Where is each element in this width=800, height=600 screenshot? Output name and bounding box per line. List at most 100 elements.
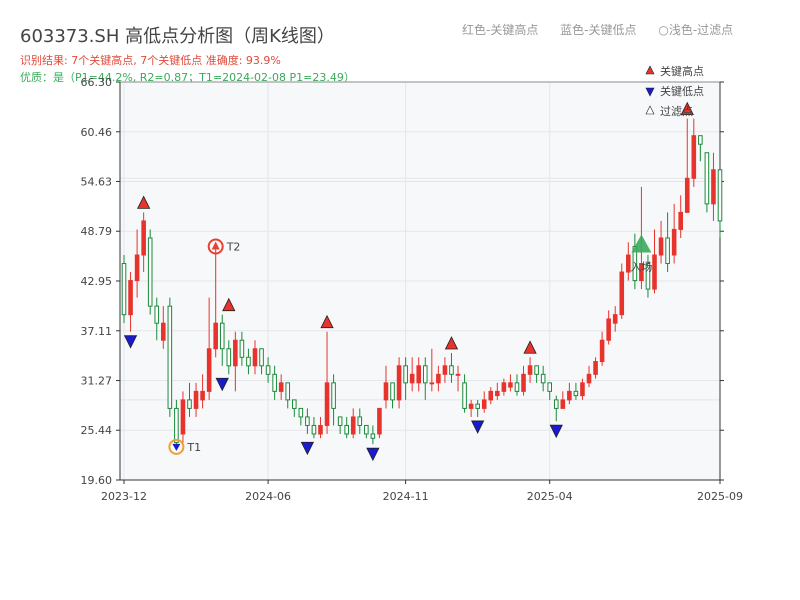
y-tick-label: 25.44 bbox=[81, 424, 113, 437]
x-tick-label: 2024-06 bbox=[245, 490, 291, 503]
candle-body bbox=[206, 348, 212, 392]
candle-body bbox=[239, 339, 245, 358]
candle-body bbox=[449, 365, 454, 375]
legend-label: 关键高点 bbox=[660, 64, 704, 78]
chart-title: 603373.SH 高低点分析图（周K线图） bbox=[20, 26, 335, 47]
t1-low-marker bbox=[172, 443, 181, 451]
candle-body bbox=[167, 305, 173, 409]
candle-body bbox=[573, 390, 579, 397]
candle-body bbox=[409, 373, 415, 384]
t1-circle bbox=[168, 438, 185, 455]
candle-body bbox=[193, 390, 199, 409]
candle-body bbox=[475, 403, 480, 409]
key-low-marker bbox=[123, 335, 138, 349]
entry-label: 入场 bbox=[630, 259, 652, 273]
candle-body bbox=[652, 254, 657, 290]
result-line: 识别结果: 7个关键高点, 7个关键低点 准确度: 93.9% bbox=[20, 54, 281, 67]
key-high-marker bbox=[320, 314, 334, 329]
x-tick-label: 2025-04 bbox=[527, 490, 573, 503]
candle-body bbox=[291, 399, 297, 409]
candle-body bbox=[645, 263, 651, 290]
top-legend: 红色-关键高点 蓝色-关键低点 ○浅色-过滤点 bbox=[462, 21, 769, 38]
candle-body bbox=[698, 135, 703, 145]
candle-body bbox=[593, 361, 598, 375]
candle-body bbox=[442, 365, 448, 375]
candle-body bbox=[174, 407, 179, 444]
candle-body bbox=[147, 237, 153, 307]
candle-body bbox=[350, 416, 356, 435]
key-low-marker bbox=[300, 441, 315, 456]
candle-body bbox=[658, 237, 664, 256]
candle-body bbox=[134, 254, 140, 282]
candle-body bbox=[154, 305, 160, 324]
candle-body bbox=[495, 390, 500, 397]
candle-body bbox=[265, 365, 271, 375]
x-tick-label: 2025-09 bbox=[697, 490, 743, 503]
candle-body bbox=[383, 382, 389, 401]
legend-high-icon bbox=[645, 65, 655, 75]
candle-body bbox=[436, 373, 441, 384]
candle-body bbox=[527, 365, 533, 375]
candle-body bbox=[639, 263, 644, 282]
candle-body bbox=[272, 373, 277, 392]
candle-body bbox=[219, 322, 225, 350]
key-high-marker bbox=[222, 297, 236, 312]
candle-body bbox=[344, 424, 349, 435]
candle-body bbox=[318, 424, 323, 435]
candle-body bbox=[481, 399, 487, 409]
y-tick-label: 31.27 bbox=[81, 375, 113, 388]
candle-body bbox=[580, 382, 585, 397]
candle-body bbox=[429, 382, 435, 385]
candle-body bbox=[141, 220, 146, 256]
candle-body bbox=[285, 382, 291, 401]
candle-body bbox=[488, 390, 494, 401]
legend-blue-low: 蓝色-关键低点 bbox=[560, 23, 637, 37]
y-tick-label: 37.11 bbox=[81, 325, 113, 338]
candle-body bbox=[567, 390, 572, 401]
candle-body bbox=[259, 348, 264, 367]
candle-body bbox=[501, 382, 507, 392]
candle-body bbox=[704, 152, 710, 205]
candle-body bbox=[128, 280, 133, 316]
key-low-marker bbox=[471, 420, 485, 434]
candle-body bbox=[711, 169, 716, 205]
candle-body bbox=[626, 254, 631, 273]
key-high-marker bbox=[137, 195, 151, 209]
candle-body bbox=[547, 382, 553, 392]
legend-filtered-icon bbox=[645, 105, 655, 115]
legend-label: 过滤点 bbox=[660, 105, 693, 118]
candle-body bbox=[298, 407, 304, 418]
quality-line: 优质：是（P1=44.2%, R2=0.87；T1=2024-02-08 P1=… bbox=[20, 71, 355, 84]
candle-body bbox=[521, 373, 526, 392]
y-tick-label: 66.30 bbox=[81, 76, 113, 89]
candle-body bbox=[665, 237, 670, 265]
candle-body bbox=[619, 271, 625, 316]
entry-marker bbox=[631, 234, 652, 253]
t2-circle bbox=[207, 238, 224, 255]
x-tick-label: 2024-11 bbox=[383, 490, 429, 503]
key-low-marker bbox=[366, 447, 380, 462]
candle-body bbox=[514, 382, 520, 392]
candle-body bbox=[422, 365, 428, 384]
legend-label: 关键低点 bbox=[660, 84, 704, 98]
key-high-marker bbox=[523, 340, 537, 354]
t2-high-marker bbox=[211, 241, 220, 250]
candle-body bbox=[416, 365, 422, 384]
candle-body bbox=[691, 135, 697, 179]
candle-body bbox=[678, 211, 683, 230]
candle-body bbox=[553, 399, 559, 409]
candle-body bbox=[717, 169, 723, 222]
candle-body bbox=[252, 348, 258, 367]
candle-body bbox=[324, 382, 330, 426]
candle-body bbox=[331, 382, 336, 409]
t1-label: T1 bbox=[186, 441, 201, 454]
y-tick-label: 42.95 bbox=[81, 275, 113, 288]
candle-body bbox=[305, 416, 310, 426]
candle-body bbox=[357, 416, 363, 426]
candle-body bbox=[226, 348, 232, 367]
candle-body bbox=[311, 424, 317, 435]
candle-body bbox=[468, 403, 474, 409]
candle-body bbox=[606, 318, 611, 341]
candle-body bbox=[278, 382, 284, 392]
